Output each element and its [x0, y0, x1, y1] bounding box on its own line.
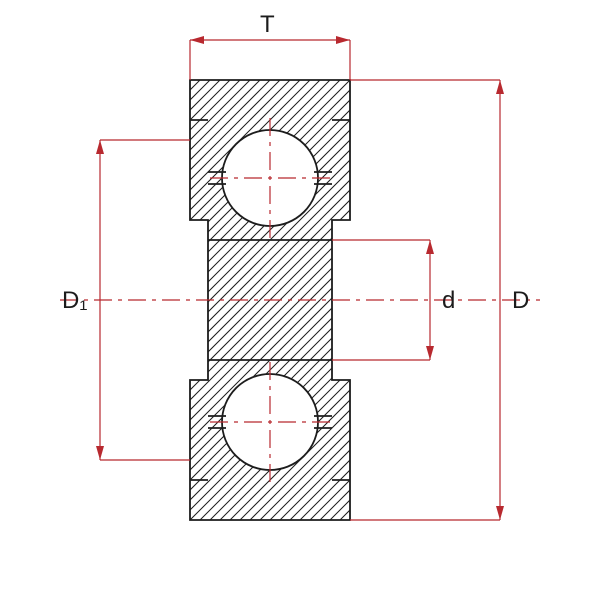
- dim-label-d: d: [442, 287, 455, 314]
- dim-label-T: T: [260, 11, 275, 38]
- bearing-section-diagram: T Dd D₁: [0, 0, 600, 600]
- dim-label-D: D: [512, 287, 529, 314]
- dim-label-D1: D₁: [62, 287, 87, 314]
